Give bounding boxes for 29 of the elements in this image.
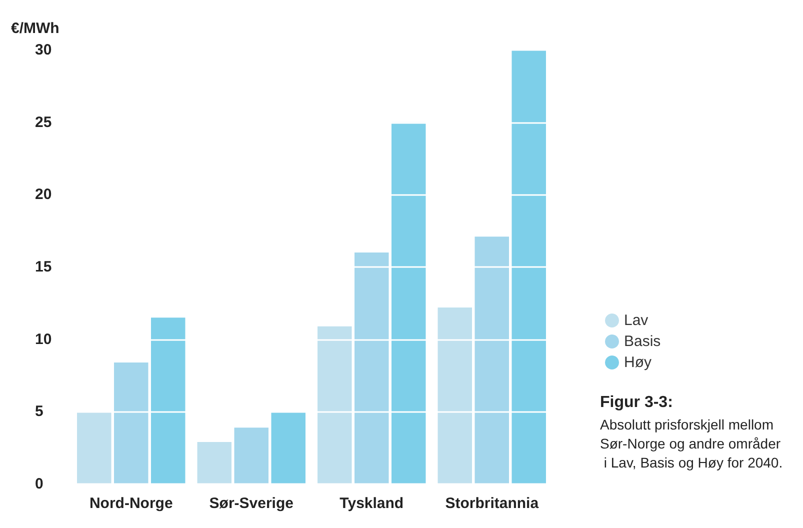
x-tick-label: Tyskland (340, 495, 404, 512)
bar (391, 122, 426, 484)
bar (318, 326, 352, 484)
y-tick-label: 5 (35, 403, 44, 420)
bar (512, 50, 546, 484)
legend-label: Basis (624, 333, 661, 350)
y-tick-label: 30 (35, 42, 52, 58)
bar (114, 362, 148, 484)
legend-label: Høy (624, 354, 652, 371)
y-tick-label: 10 (35, 330, 52, 348)
bar (234, 428, 268, 484)
y-tick-label: 15 (35, 258, 52, 276)
y-tick-label: 0 (35, 476, 44, 492)
text: Figur 3-3: (600, 394, 673, 411)
y-axis-title: €/MWh (11, 20, 60, 37)
bar (77, 412, 112, 484)
bar (150, 318, 186, 484)
x-tick-label: Nord-Norge (89, 495, 173, 512)
x-tick-label: Sør-Sverige (209, 495, 294, 512)
bar (438, 308, 472, 484)
y-tick-label: 25 (35, 114, 52, 131)
bar (354, 252, 389, 484)
legend-label: Lav (624, 312, 649, 329)
bar (271, 412, 306, 484)
bar (197, 442, 232, 484)
bar (474, 236, 509, 484)
x-tick-label: Storbritannia (445, 495, 540, 512)
y-tick-label: 20 (35, 186, 52, 204)
text: Absolutt prisforskjell mellom Sør-Norge og andre områder i Lav, Basis og Høy for 2040. (600, 416, 783, 470)
